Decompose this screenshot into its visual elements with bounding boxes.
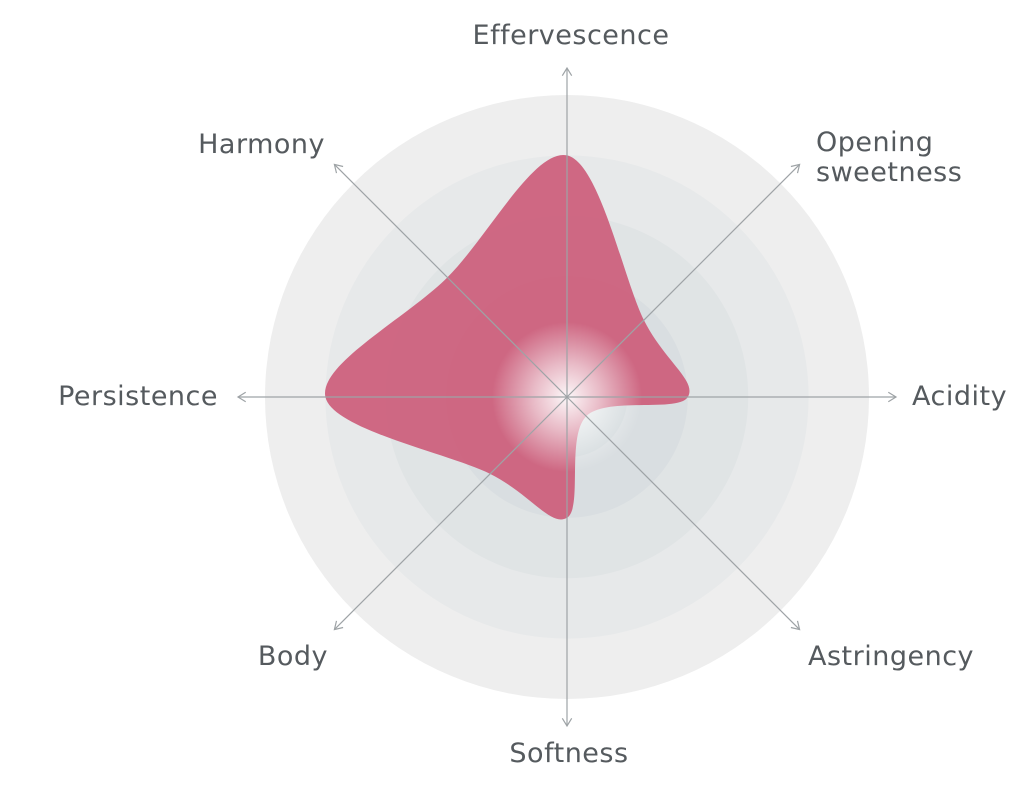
axis-label-body: Body (258, 641, 328, 672)
axis-label-opening_sweetness: Opening sweetness (816, 127, 962, 188)
axis-softness (561, 397, 573, 728)
axis-body (333, 396, 568, 631)
axis-opening_sweetness (566, 163, 801, 398)
axis-harmony (333, 163, 568, 398)
axis-label-astringency: Astringency (808, 641, 974, 672)
axis-label-line: sweetness (816, 157, 962, 188)
axis-labels: Effervescence Opening sweetness Acidity Astr… (58, 20, 1007, 769)
axis-persistence (236, 391, 567, 403)
axis-label-line: Opening (816, 127, 933, 158)
axis-label-line: Body (258, 641, 328, 672)
axis-label-effervescence: Effervescence (473, 20, 670, 51)
axis-label-acidity: Acidity (912, 381, 1007, 412)
axis-astringency (566, 396, 801, 631)
axis-label-line: Acidity (912, 381, 1007, 412)
axis-label-line: Harmony (198, 129, 325, 160)
axes (236, 66, 898, 728)
axis-label-line: Effervescence (473, 20, 670, 51)
axis-label-harmony: Harmony (198, 129, 325, 160)
axis-acidity (567, 391, 898, 403)
axis-label-line: Persistence (58, 381, 218, 412)
axis-effervescence (561, 66, 573, 397)
axis-label-line: Astringency (808, 641, 974, 672)
axis-label-line: Softness (509, 738, 628, 769)
axis-label-softness: Softness (509, 738, 628, 769)
axis-label-persistence: Persistence (58, 381, 218, 412)
